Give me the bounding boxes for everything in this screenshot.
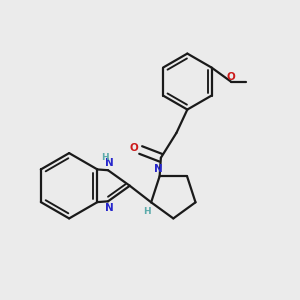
Text: N: N	[154, 164, 162, 174]
Text: N: N	[105, 203, 114, 213]
Text: O: O	[130, 143, 138, 153]
Text: H: H	[101, 153, 109, 162]
Text: H: H	[144, 207, 151, 216]
Text: O: O	[227, 72, 236, 82]
Text: N: N	[105, 158, 114, 168]
